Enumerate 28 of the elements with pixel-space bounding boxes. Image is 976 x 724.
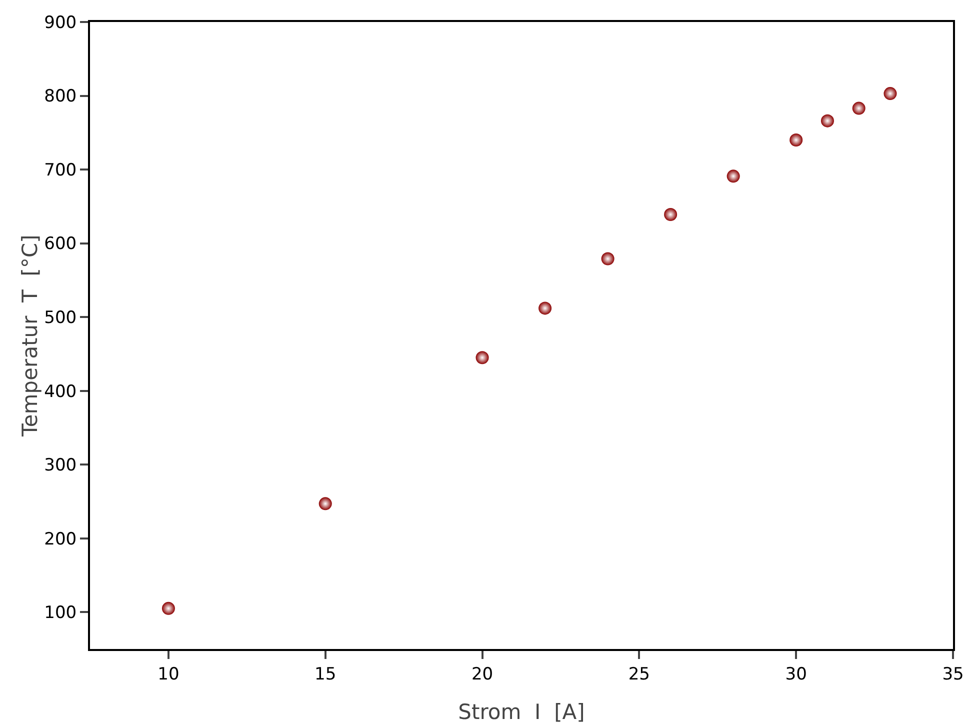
x-axis-title: Strom I [A] <box>458 700 585 724</box>
y-tick-label: 400 <box>44 382 77 402</box>
point <box>601 252 614 266</box>
point <box>476 351 489 364</box>
y-tick-label: 100 <box>44 603 77 624</box>
point <box>820 114 834 128</box>
y-tick-label: 600 <box>44 234 77 254</box>
y-axis-title: Temperatur T [°C] <box>18 234 42 438</box>
y-tick-label: 700 <box>44 160 77 180</box>
point <box>852 102 866 115</box>
point <box>790 134 803 147</box>
point <box>318 497 332 510</box>
point <box>884 87 897 100</box>
point <box>162 602 175 615</box>
y-tick-label: 500 <box>44 308 77 328</box>
y-tick-label: 300 <box>44 456 77 476</box>
point <box>538 302 552 315</box>
x-tick-label: 20 <box>471 664 494 684</box>
x-tick-label: 30 <box>785 664 807 684</box>
x-tick-label: 35 <box>942 664 964 684</box>
y-tick-label: 900 <box>44 12 77 33</box>
x-tick-label: 25 <box>628 664 650 684</box>
x-tick-label: 15 <box>314 664 336 684</box>
y-tick-label: 800 <box>44 86 77 107</box>
x-tick-label: 10 <box>158 664 180 684</box>
y-tick-label: 200 <box>44 529 77 550</box>
point <box>726 170 740 183</box>
point <box>664 208 678 222</box>
